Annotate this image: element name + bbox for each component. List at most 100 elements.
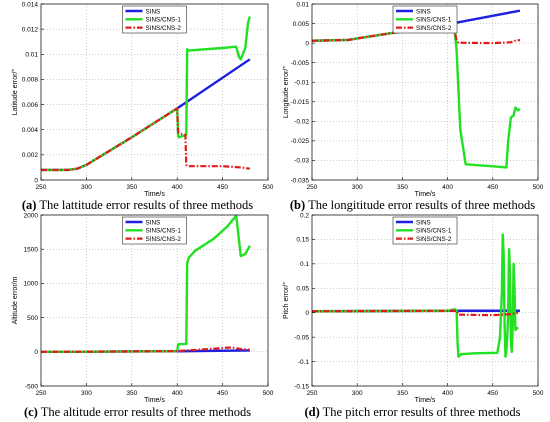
plot-frame <box>311 214 539 387</box>
series-line-sins-cns-2 <box>41 107 250 172</box>
y-tick-label: 0.002 <box>22 152 39 159</box>
x-tick-label: 450 <box>487 184 498 191</box>
x-tick-label: 250 <box>36 184 47 191</box>
series-line-sins-cns-1 <box>41 16 251 172</box>
x-tick-label: 350 <box>126 184 137 191</box>
plot-frame <box>40 214 269 387</box>
chart-b: 250 300 350 400 450 500 -0.035 -0.03 -0.025 -0.02… <box>282 1 544 198</box>
x-tick-label: 450 <box>217 390 228 397</box>
y-tick-label: -500 <box>25 383 38 390</box>
y-tick-label: 0.004 <box>22 127 39 134</box>
y-tick-label: -0.1 <box>298 359 310 366</box>
y-tick-label: 500 <box>27 315 38 322</box>
plot-area <box>312 4 538 180</box>
y-tick-label: 1500 <box>24 247 39 254</box>
y-axis-label: Latitude error/° <box>11 69 19 116</box>
legend-entry: SINS/CNS-2 <box>416 236 452 243</box>
y-tick-label: 0 <box>305 40 309 47</box>
x-tick-label: 450 <box>217 184 228 191</box>
y-tick-label: 0.2 <box>300 212 309 219</box>
y-tick-label: -0.035 <box>291 177 310 184</box>
legend-entry: SINS/CNS-1 <box>416 17 452 24</box>
series-line-sins-cns-2 <box>41 346 250 353</box>
plot-frame <box>311 3 539 181</box>
chart-d: 250 300 350 400 450 500 -0.15 -0.1 -0.05 0 0.05 0.1… <box>282 212 544 404</box>
series-line-sins-cns-2 <box>312 309 519 317</box>
y-tick-label: 0.01 <box>25 52 38 59</box>
y-tick-label: 2000 <box>24 212 39 219</box>
x-tick-label: 400 <box>442 390 453 397</box>
plot-area <box>41 4 268 180</box>
x-tick-label: 350 <box>397 390 408 397</box>
y-tick-label: -0.01 <box>294 80 309 87</box>
x-tick-label: 350 <box>397 184 408 191</box>
x-tick-label: 300 <box>352 390 363 397</box>
legend-entry: SINS <box>416 219 431 226</box>
legend-entry: SINS/CNS-2 <box>416 25 452 32</box>
y-tick-label: 1000 <box>24 281 39 288</box>
x-tick-label: 300 <box>352 184 363 191</box>
y-tick-label: 0.15 <box>296 237 309 244</box>
plot-frame <box>40 3 269 181</box>
x-tick-label: 250 <box>307 184 318 191</box>
caption-b: (b) The longititude error results of thr… <box>289 198 536 212</box>
y-tick-label: -0.02 <box>294 119 309 126</box>
legend-entry: SINS <box>416 8 431 15</box>
x-tick-label: 300 <box>81 390 92 397</box>
legend-entry: SINS/CNS-1 <box>146 17 182 24</box>
legend-entry: SINS/CNS-2 <box>146 236 182 243</box>
y-axis-label: Pitch error/° <box>282 282 290 319</box>
y-tick-label: -0.025 <box>291 138 310 145</box>
y-tick-label: 0.012 <box>22 26 39 33</box>
y-tick-label: 0.005 <box>293 21 310 28</box>
y-tick-label: -0.15 <box>294 383 309 390</box>
x-tick-label: 400 <box>172 390 183 397</box>
y-tick-label: 0.1 <box>300 261 309 268</box>
x-tick-label: 400 <box>442 184 453 191</box>
y-tick-label: 0 <box>34 349 38 356</box>
legend-entry: SINS <box>146 219 161 226</box>
legend-entry: SINS/CNS-1 <box>416 228 452 235</box>
y-tick-label: -0.03 <box>294 158 309 165</box>
y-tick-label: -0.005 <box>291 60 310 67</box>
x-tick-label: 400 <box>172 184 183 191</box>
y-tick-label: 0.006 <box>22 102 39 109</box>
caption-c: (c) The altitude error results of three … <box>23 405 252 419</box>
x-tick-label: 350 <box>126 390 137 397</box>
x-tick-label: 500 <box>263 184 274 191</box>
caption-d: (d) The pitch error results of three met… <box>304 405 521 419</box>
series-line-sins-cns-1 <box>312 233 519 358</box>
x-tick-label: 500 <box>533 390 544 397</box>
x-tick-label: 250 <box>307 390 318 397</box>
y-tick-label: 0.014 <box>22 1 39 8</box>
x-tick-label: 450 <box>487 390 498 397</box>
y-tick-label: 0.05 <box>296 286 309 293</box>
y-tick-label: 0 <box>34 177 38 184</box>
y-tick-label: 0 <box>305 310 309 317</box>
x-tick-label: 300 <box>81 184 92 191</box>
x-tick-label: 500 <box>263 390 274 397</box>
legend-entry: SINS/CNS-2 <box>146 25 182 32</box>
legend-entry: SINS/CNS-1 <box>146 228 182 235</box>
caption-a: (a) The lattitude error results of three… <box>21 198 254 212</box>
x-tick-label: 250 <box>36 390 47 397</box>
chart-c: 250 300 350 400 450 500 -500 0 500 1000 1500 2000 Ti… <box>12 212 274 404</box>
x-axis-label: Time/s <box>415 397 436 404</box>
x-tick-label: 500 <box>533 184 544 191</box>
y-tick-label: 0.01 <box>296 1 309 8</box>
y-tick-label: -0.015 <box>291 99 310 106</box>
x-axis-label: Time/s <box>144 397 165 404</box>
chart-a: 250 300 350 400 450 500 0 0.002 0.004 0.006 0.008 0… <box>11 1 274 198</box>
y-axis-label: Longitude error/° <box>282 66 290 118</box>
y-tick-label: -0.05 <box>294 334 309 341</box>
y-axis-label: Altitude error/m <box>12 276 19 324</box>
x-axis-label: Time/s <box>415 191 436 198</box>
x-axis-label: Time/s <box>144 191 165 198</box>
y-tick-label: 0.008 <box>22 77 39 84</box>
legend-entry: SINS <box>146 8 161 15</box>
